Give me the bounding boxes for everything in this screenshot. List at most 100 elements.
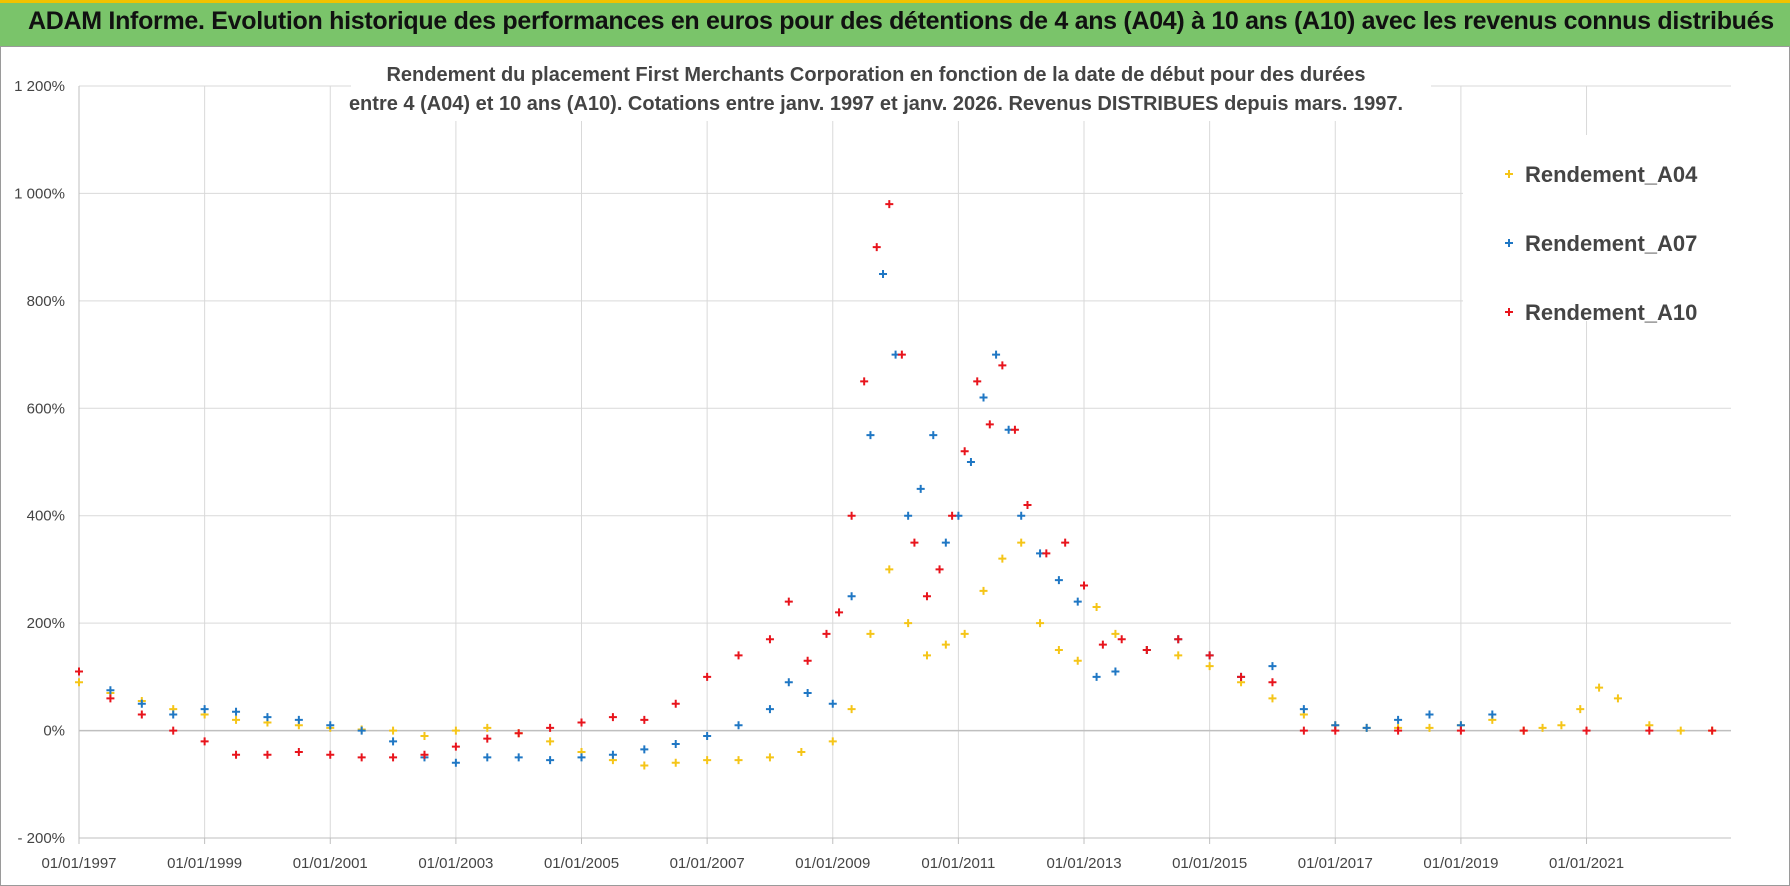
- y-tick-label: 1 200%: [14, 78, 65, 95]
- data-point: [941, 538, 950, 547]
- y-tick-label: 600%: [27, 400, 65, 417]
- data-point: [866, 431, 875, 440]
- chart-title-background: [351, 57, 1431, 121]
- chart-title-group: Rendement du placement First Merchants C…: [349, 57, 1431, 121]
- data-point: [671, 699, 680, 708]
- data-point: [998, 554, 1007, 563]
- data-point: [1061, 538, 1070, 547]
- x-tick-label: 01/01/2003: [418, 855, 493, 872]
- x-tick-label: 01/01/2001: [293, 855, 368, 872]
- data-point: [514, 729, 523, 738]
- legend-background: [1463, 135, 1731, 321]
- data-point: [263, 750, 272, 759]
- data-point: [483, 734, 492, 743]
- data-point: [1017, 511, 1026, 520]
- data-point: [960, 447, 969, 456]
- data-point: [640, 745, 649, 754]
- legend-marker: [1505, 239, 1513, 247]
- data-point: [451, 758, 460, 767]
- data-point: [75, 667, 83, 676]
- data-point: [885, 200, 894, 209]
- data-point: [1645, 726, 1654, 735]
- data-point: [847, 511, 856, 520]
- data-point: [357, 726, 366, 735]
- data-point: [357, 753, 366, 762]
- data-point: [1268, 662, 1277, 671]
- data-point: [1017, 538, 1026, 547]
- data-point: [1362, 723, 1371, 732]
- data-point: [703, 731, 712, 740]
- data-point: [294, 715, 303, 724]
- data-point: [608, 750, 617, 759]
- data-point: [671, 758, 680, 767]
- x-axis: 01/01/1997 01/01/1999 01/01/2001 01/01/2003…: [41, 838, 1624, 872]
- data-point: [860, 377, 869, 386]
- data-point: [1268, 678, 1277, 687]
- gridlines: [78, 85, 1731, 839]
- data-point: [483, 753, 492, 762]
- legend-item: Rendement_A04: [1505, 162, 1698, 187]
- data-point: [703, 672, 712, 681]
- x-tick-label: 01/01/2017: [1298, 855, 1373, 872]
- data-point: [734, 721, 743, 730]
- series-Rendement_A07: [75, 270, 1497, 767]
- y-tick-label: 0%: [43, 723, 65, 740]
- data-point: [922, 592, 931, 601]
- data-point: [1023, 500, 1032, 509]
- data-point: [866, 629, 875, 638]
- data-point: [1519, 726, 1528, 735]
- data-point: [420, 750, 429, 759]
- data-point: [326, 750, 335, 759]
- series-Rendement_A10: [75, 200, 1717, 762]
- data-point: [1456, 726, 1465, 735]
- y-axis: - 200% 0% 200% 400% 600% 800% 1 000% 1 200%: [14, 78, 65, 847]
- data-point: [1394, 726, 1403, 735]
- x-tick-label: 01/01/2013: [1046, 855, 1121, 872]
- data-point: [979, 586, 988, 595]
- data-point: [294, 748, 303, 757]
- data-point: [1557, 721, 1566, 730]
- data-point: [765, 705, 774, 714]
- data-point: [1042, 549, 1051, 558]
- data-point: [1268, 694, 1277, 703]
- series-Rendement_A04: [75, 538, 1717, 770]
- data-point: [1080, 581, 1089, 590]
- data-point: [979, 393, 988, 402]
- data-point: [885, 565, 894, 574]
- data-point: [1073, 597, 1082, 606]
- data-point: [1425, 723, 1434, 732]
- data-point: [828, 699, 837, 708]
- chart-title-line-2: entre 4 (A04) et 10 ans (A10). Cotations…: [349, 93, 1403, 115]
- data-point: [546, 737, 555, 746]
- data-point: [948, 511, 957, 520]
- data-point: [847, 705, 856, 714]
- data-point: [1676, 726, 1685, 735]
- y-tick-label: 800%: [27, 293, 65, 310]
- banner-title: ADAM Informe. Evolution historique des p…: [28, 7, 1774, 35]
- data-point: [897, 350, 906, 359]
- data-point: [734, 651, 743, 660]
- data-point: [137, 699, 146, 708]
- chart-title-line-1: Rendement du placement First Merchants C…: [386, 64, 1365, 86]
- data-point: [1394, 715, 1403, 724]
- data-point: [1613, 694, 1622, 703]
- legend-marker: [1505, 170, 1513, 178]
- data-point: [872, 243, 881, 252]
- data-point: [784, 678, 793, 687]
- data-point: [822, 629, 831, 638]
- legend-item: Rendement_A10: [1505, 300, 1697, 325]
- data-point: [106, 694, 115, 703]
- data-point: [1111, 667, 1120, 676]
- banner: ADAM Informe. Evolution historique des p…: [0, 0, 1790, 46]
- data-point: [847, 592, 856, 601]
- data-point: [1205, 651, 1214, 660]
- data-point: [640, 715, 649, 724]
- data-point: [797, 748, 806, 757]
- y-tick-label: - 200%: [17, 830, 65, 847]
- data-point: [200, 737, 209, 746]
- data-point: [514, 753, 523, 762]
- data-point: [1054, 646, 1063, 654]
- x-tick-label: 01/01/2007: [670, 855, 745, 872]
- data-point: [640, 761, 649, 770]
- data-point: [232, 750, 241, 759]
